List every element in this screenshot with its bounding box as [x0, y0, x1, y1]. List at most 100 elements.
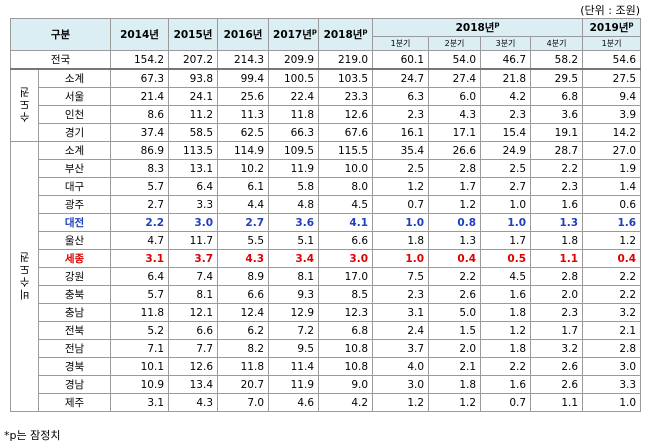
- value-cell: 1.8: [480, 303, 532, 322]
- value-cell: 8.3: [110, 159, 170, 178]
- data-row: 제주 3.1 4.3 7.0 4.6 4.2 1.2 1.2 0.7 1.1 1.0: [11, 393, 642, 412]
- value-cell: 2.5: [372, 159, 430, 178]
- value-cell: 2.0: [530, 285, 584, 304]
- row-name: 제주: [37, 393, 112, 412]
- value-cell: 1.0: [480, 195, 532, 214]
- value-cell: 2.2: [428, 267, 482, 286]
- value-cell: 10.9: [110, 375, 170, 394]
- value-cell: 3.0: [372, 375, 430, 394]
- value-cell: 1.6: [530, 195, 584, 214]
- value-cell: 1.1: [530, 249, 584, 268]
- value-cell: 214.3: [217, 50, 270, 70]
- value-cell: 99.4: [217, 68, 270, 88]
- value-cell: 5.7: [110, 285, 170, 304]
- value-cell: 58.2: [530, 50, 584, 70]
- header-subrow: 1분기 2분기 3분기 4분기 1분기: [11, 36, 642, 51]
- value-cell: 14.2: [582, 123, 642, 142]
- value-cell: 37.4: [110, 123, 170, 142]
- value-cell: 62.5: [217, 123, 270, 142]
- value-cell: 25.6: [217, 87, 270, 106]
- value-cell: 2.2: [582, 285, 642, 304]
- value-cell: 3.9: [582, 105, 642, 124]
- value-cell: 3.1: [110, 249, 170, 268]
- value-cell: 5.2: [110, 321, 170, 340]
- value-cell: 6.4: [168, 177, 219, 196]
- value-cell: 2.5: [480, 159, 532, 178]
- value-cell: 2.2: [480, 357, 532, 376]
- data-row: 울산 4.7 11.7 5.5 5.1 6.6 1.8 1.3 1.7 1.8 1.2: [11, 231, 642, 250]
- data-row: 부산 8.3 13.1 10.2 11.9 10.0 2.5 2.8 2.5 2.2 1.9: [11, 159, 642, 178]
- value-cell: 2.6: [530, 375, 584, 394]
- value-cell: 0.7: [372, 195, 430, 214]
- value-cell: 4.5: [318, 195, 374, 214]
- value-cell: 11.8: [110, 303, 170, 322]
- value-cell: 0.5: [480, 249, 532, 268]
- value-cell: 13.4: [168, 375, 219, 394]
- value-cell: 16.1: [372, 123, 430, 142]
- data-row: 광주 2.7 3.3 4.4 4.8 4.5 0.7 1.2 1.0 1.6 0.6: [11, 195, 642, 214]
- value-cell: 1.6: [480, 375, 532, 394]
- value-cell: 24.1: [168, 87, 219, 106]
- value-cell: 12.3: [318, 303, 374, 322]
- value-cell: 12.6: [168, 357, 219, 376]
- header-cell: 2016년: [217, 18, 270, 51]
- value-cell: 11.8: [217, 357, 270, 376]
- value-cell: 3.1: [372, 303, 430, 322]
- value-cell: 24.7: [372, 68, 430, 88]
- header-subcell: 1분기: [582, 36, 642, 51]
- value-cell: 46.7: [480, 50, 532, 70]
- value-cell: 11.8: [268, 105, 320, 124]
- value-cell: 7.5: [372, 267, 430, 286]
- data-row: 강원 6.4 7.4 8.9 8.1 17.0 7.5 2.2 4.5 2.8 2.2: [11, 267, 642, 286]
- value-cell: 7.1: [110, 339, 170, 358]
- total-row: 전국 154.2 207.2 214.3 209.9 219.0 60.1 54.0 46.7 5…: [9, 50, 642, 70]
- row-name: 광주: [37, 195, 112, 214]
- header-subcell: 4분기: [530, 36, 584, 51]
- value-cell: 27.4: [428, 68, 482, 88]
- row-name: 세종: [37, 249, 112, 268]
- value-cell: 8.5: [318, 285, 374, 304]
- value-cell: 3.3: [582, 375, 642, 394]
- row-name: 경남: [37, 375, 112, 394]
- value-cell: 11.7: [168, 231, 219, 250]
- value-cell: 2.3: [372, 285, 430, 304]
- value-cell: 1.2: [372, 177, 430, 196]
- value-cell: 3.3: [168, 195, 219, 214]
- value-cell: 1.3: [428, 231, 482, 250]
- header-text: 2018년: [455, 22, 495, 34]
- value-cell: 1.6: [582, 213, 642, 232]
- value-cell: 19.1: [530, 123, 584, 142]
- data-row: 경기 37.4 58.5 62.5 66.3 67.6 16.1 17.1 15.4 19.1 14…: [11, 123, 642, 142]
- value-cell: 3.2: [530, 339, 584, 358]
- value-cell: 0.4: [582, 249, 642, 268]
- row-name: 대구: [37, 177, 112, 196]
- value-cell: 4.6: [268, 393, 320, 412]
- value-cell: 5.5: [217, 231, 270, 250]
- value-cell: 6.2: [217, 321, 270, 340]
- value-cell: 0.7: [480, 393, 532, 412]
- header-text: 2018년: [323, 29, 363, 41]
- row-name: 서울: [37, 87, 112, 106]
- header-text: 2015년: [173, 29, 213, 41]
- value-cell: 4.3: [428, 105, 482, 124]
- value-cell: 8.1: [168, 285, 219, 304]
- value-cell: 103.5: [318, 68, 374, 88]
- value-cell: 100.5: [268, 68, 320, 88]
- value-cell: 1.7: [428, 177, 482, 196]
- value-cell: 5.1: [268, 231, 320, 250]
- data-row: 인천 8.6 11.2 11.3 11.8 12.6 2.3 4.3 2.3 3.6 3.9: [11, 105, 642, 124]
- value-cell: 1.8: [372, 231, 430, 250]
- value-cell: 3.7: [372, 339, 430, 358]
- row-name: 대전: [37, 213, 112, 232]
- value-cell: 2.8: [428, 159, 482, 178]
- row-name: 충북: [37, 285, 112, 304]
- value-cell: 4.2: [318, 393, 374, 412]
- value-cell: 2.2: [110, 213, 170, 232]
- data-table: 구분 2014년 2015년 2016년 2017년p 2018년p 2018년p 2019년…: [9, 18, 642, 412]
- value-cell: 2.8: [582, 339, 642, 358]
- data-row: 대구 5.7 6.4 6.1 5.8 8.0 1.2 1.7 2.7 2.3 1.4: [11, 177, 642, 196]
- row-name: 소계: [37, 141, 112, 160]
- data-row: 세종 3.1 3.7 4.3 3.4 3.0 1.0 0.4 0.5 1.1 0.4: [11, 249, 642, 268]
- value-cell: 20.7: [217, 375, 270, 394]
- value-cell: 13.1: [168, 159, 219, 178]
